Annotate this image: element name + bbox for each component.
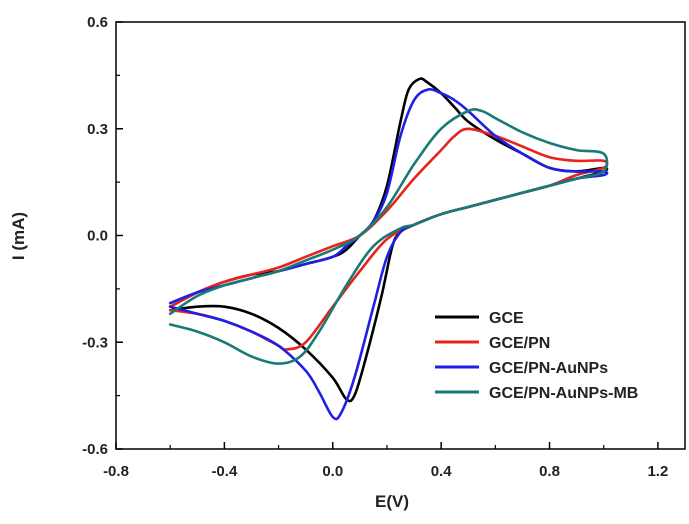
x-tick-label: -0.8 bbox=[103, 463, 129, 480]
x-tick-label: -0.4 bbox=[211, 463, 238, 480]
legend-label: GCE bbox=[489, 310, 524, 327]
series-line-1 bbox=[168, 77, 609, 403]
tick-layer: -0.8 -0.4 0.0 0.4 0.8 1.2 -0.6 -0.3 0.0 0.3 0.6 bbox=[82, 14, 668, 480]
legend-label: GCE/PN-AuNPs bbox=[489, 360, 608, 377]
series-line-4 bbox=[168, 108, 609, 365]
legend-label: GCE/PN-AuNPs-MB bbox=[489, 385, 638, 402]
y-tick-label: 0.0 bbox=[87, 228, 108, 245]
series-layer bbox=[168, 77, 609, 421]
x-tick-label: 0.4 bbox=[431, 463, 453, 480]
y-tick-label: 0.3 bbox=[87, 121, 108, 138]
legend: GCE GCE/PN GCE/PN-AuNPs GCE/PN-AuNPs-MB bbox=[435, 310, 638, 402]
y-axis-title: I (mA) bbox=[9, 212, 28, 260]
x-axis-title: E(V) bbox=[375, 492, 409, 511]
y-tick-label: 0.6 bbox=[87, 14, 108, 31]
y-tick-label: -0.6 bbox=[82, 441, 108, 458]
y-tick-label: -0.3 bbox=[82, 334, 108, 351]
x-tick-label: 1.2 bbox=[647, 463, 668, 480]
x-tick-label: 0.8 bbox=[539, 463, 560, 480]
x-tick-label: 0.0 bbox=[322, 463, 343, 480]
series-line-2 bbox=[168, 127, 609, 351]
legend-label: GCE/PN bbox=[489, 335, 550, 352]
